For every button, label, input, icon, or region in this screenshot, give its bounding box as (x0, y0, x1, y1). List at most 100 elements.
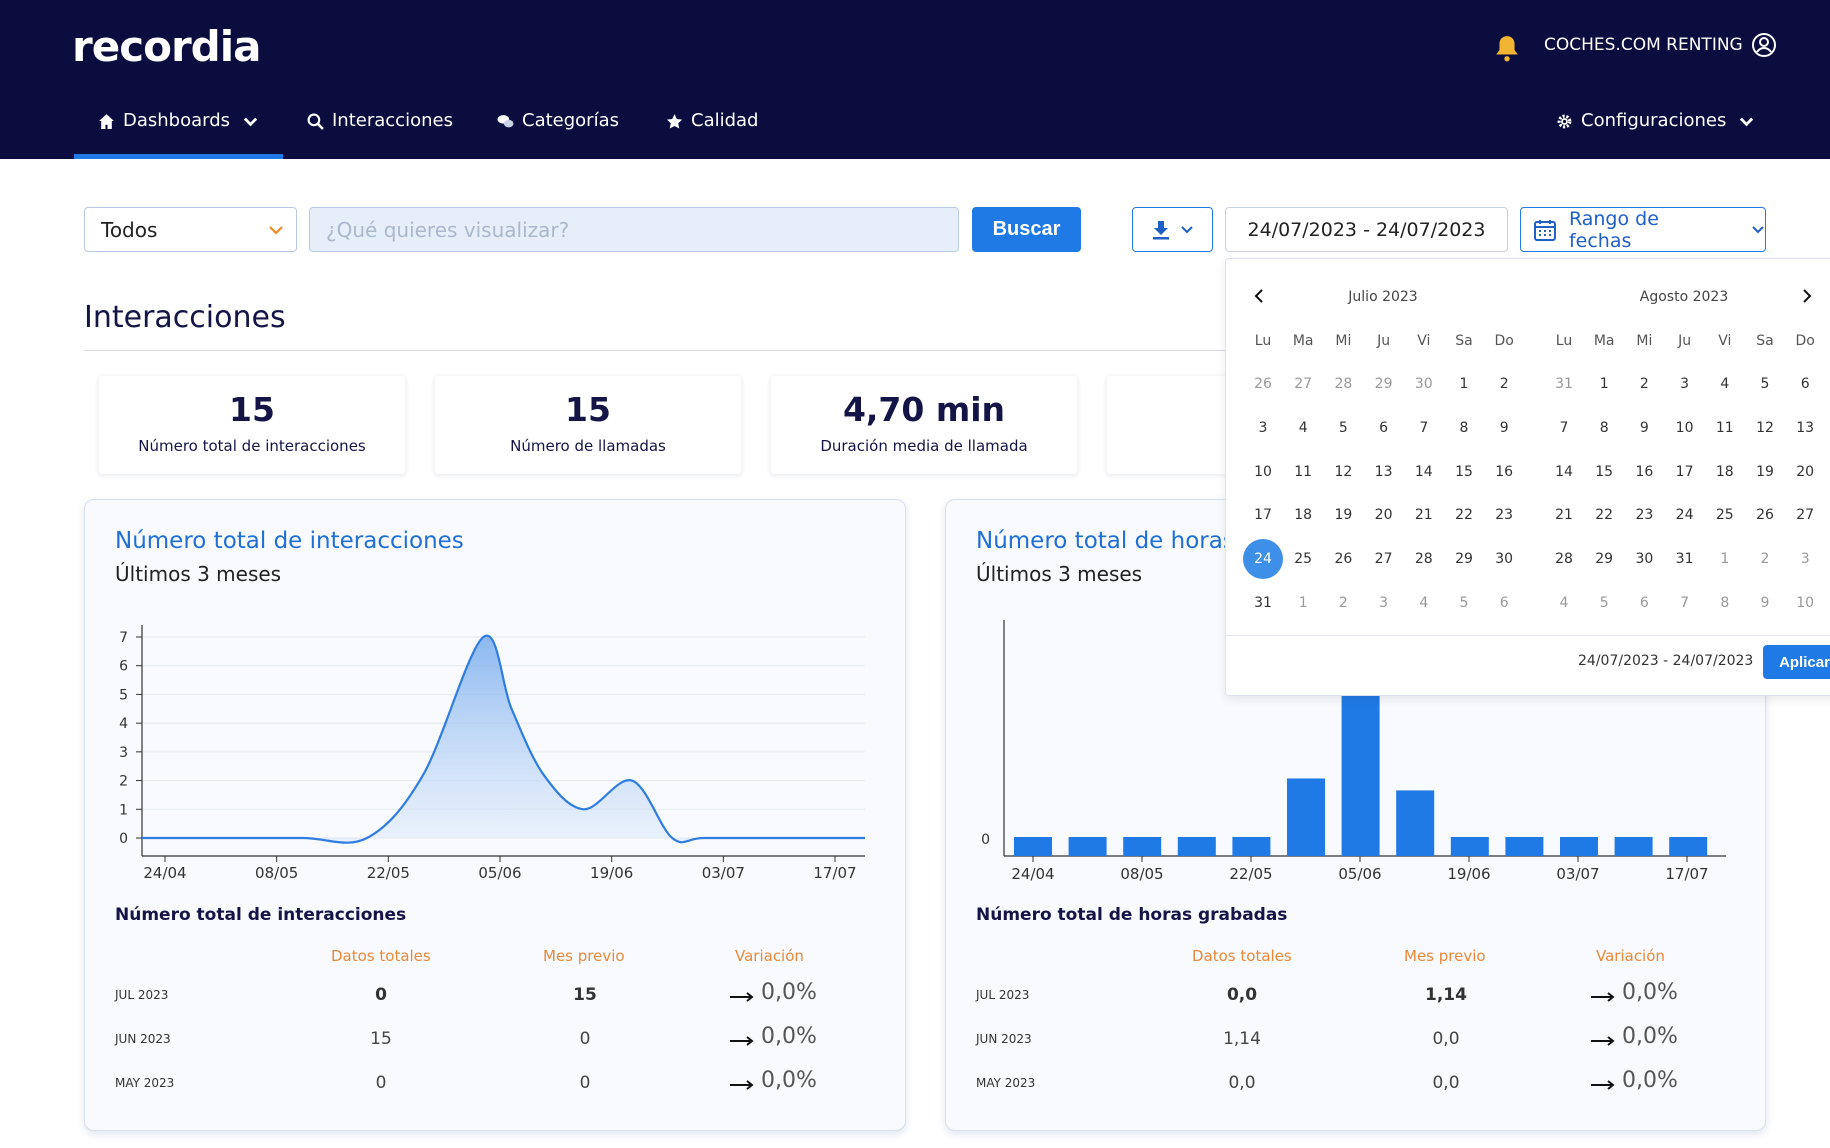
calendar-day[interactable]: 11 (1294, 463, 1313, 480)
calendar-day[interactable]: 1 (1459, 376, 1469, 392)
calendar-day[interactable]: 26 (1254, 376, 1272, 392)
calendar-day[interactable]: 8 (1599, 419, 1609, 436)
calendar-day[interactable]: 18 (1294, 507, 1313, 524)
date-range-field[interactable]: 24/07/2023 - 24/07/2023 (1225, 207, 1508, 252)
calendar-day[interactable]: 6 (1800, 376, 1810, 392)
calendar-day[interactable]: 25 (1294, 551, 1313, 568)
calendar-day[interactable]: 15 (1595, 463, 1614, 480)
calendar-day[interactable]: 30 (1414, 376, 1433, 392)
calendar-day[interactable]: 28 (1334, 376, 1353, 392)
calendar-day[interactable]: 3 (1680, 376, 1690, 392)
calendar-day[interactable]: 23 (1635, 507, 1654, 524)
calendar-day[interactable]: 1 (1599, 376, 1609, 392)
download-button[interactable] (1132, 207, 1213, 252)
calendar-day[interactable]: 27 (1294, 376, 1313, 392)
apply-button[interactable]: Aplicar (1763, 645, 1830, 679)
calendar-day[interactable]: 5 (1599, 595, 1609, 611)
logo[interactable]: recordia (72, 22, 261, 71)
calendar-day[interactable]: 8 (1459, 419, 1469, 436)
calendar-day[interactable]: 13 (1796, 419, 1815, 436)
calendar-day[interactable]: 29 (1374, 376, 1393, 392)
date-range-button[interactable]: Rango de fechas (1520, 207, 1766, 252)
calendar-day[interactable]: 28 (1414, 551, 1433, 568)
calendar-day[interactable]: 9 (1499, 419, 1509, 436)
calendar-day[interactable]: 5 (1760, 376, 1770, 392)
calendar-day[interactable]: 22 (1595, 507, 1614, 524)
calendar-day[interactable]: 6 (1379, 419, 1389, 436)
calendar-day[interactable]: 21 (1414, 507, 1433, 524)
account-menu[interactable]: COCHES.COM RENTING (1544, 32, 1777, 58)
calendar-day[interactable]: 22 (1455, 507, 1473, 524)
calendar-day[interactable]: 15 (1455, 463, 1473, 480)
calendar-day[interactable]: 13 (1374, 463, 1393, 480)
nav-interacciones[interactable]: Interacciones (307, 110, 453, 159)
calendar-day[interactable]: 4 (1559, 595, 1569, 611)
calendar-day[interactable]: 19 (1756, 463, 1774, 480)
calendar-day[interactable]: 3 (1258, 419, 1268, 436)
calendar-day[interactable]: 2 (1499, 376, 1509, 392)
calendar-day[interactable]: 20 (1796, 463, 1815, 480)
calendar-day[interactable]: 17 (1675, 463, 1694, 480)
calendar-day[interactable]: 9 (1760, 595, 1770, 611)
bell-icon[interactable] (1494, 34, 1520, 62)
calendar-day[interactable]: 11 (1715, 419, 1734, 436)
search-input[interactable] (310, 217, 958, 242)
calendar-day[interactable]: 24 (1675, 507, 1694, 524)
calendar-day[interactable]: 12 (1334, 463, 1353, 480)
calendar-day[interactable]: 25 (1715, 507, 1734, 524)
calendar-day[interactable]: 10 (1675, 419, 1694, 436)
calendar-day[interactable]: 31 (1555, 376, 1573, 392)
calendar-day[interactable]: 21 (1555, 507, 1573, 524)
calendar-day[interactable]: 31 (1675, 551, 1694, 568)
nav-dashboards[interactable]: Dashboards (73, 110, 284, 159)
calendar-day[interactable]: 1 (1720, 551, 1730, 568)
calendar-day[interactable]: 10 (1796, 595, 1815, 611)
calendar-day[interactable]: 7 (1680, 595, 1690, 611)
calendar-day[interactable]: 10 (1254, 463, 1272, 480)
calendar-day[interactable]: 14 (1555, 463, 1573, 480)
calendar-day[interactable]: 6 (1639, 595, 1649, 611)
calendar-day[interactable]: 4 (1419, 595, 1429, 611)
calendar-day[interactable]: 9 (1639, 419, 1649, 436)
calendar-day[interactable]: 2 (1639, 376, 1649, 392)
calendar-day[interactable]: 17 (1254, 507, 1272, 524)
calendar-day[interactable]: 27 (1374, 551, 1393, 568)
type-select[interactable]: Todos (84, 207, 297, 252)
chevron-right-icon[interactable] (1798, 287, 1816, 305)
calendar-day[interactable]: 7 (1559, 419, 1569, 436)
calendar-day[interactable]: 5 (1459, 595, 1469, 611)
calendar-day[interactable]: 30 (1495, 551, 1514, 568)
calendar-day[interactable]: 16 (1635, 463, 1654, 480)
calendar-day[interactable]: 3 (1379, 595, 1389, 611)
calendar-day[interactable]: 19 (1334, 507, 1353, 524)
calendar-day[interactable]: 24 (1243, 539, 1283, 580)
calendar-day[interactable]: 30 (1635, 551, 1654, 568)
calendar-day[interactable]: 12 (1756, 419, 1774, 436)
calendar-day[interactable]: 29 (1455, 551, 1473, 568)
calendar-day[interactable]: 3 (1800, 551, 1810, 568)
calendar-day[interactable]: 28 (1555, 551, 1573, 568)
calendar-day[interactable]: 26 (1756, 507, 1774, 524)
nav-configuraciones[interactable]: Configuraciones (1556, 110, 1755, 159)
calendar-day[interactable]: 1 (1298, 595, 1308, 611)
nav-calidad[interactable]: Calidad (666, 110, 758, 159)
nav-categorias[interactable]: Categorías (497, 110, 619, 159)
calendar-day[interactable]: 6 (1499, 595, 1509, 611)
calendar-day[interactable]: 5 (1338, 419, 1348, 436)
calendar-day[interactable]: 14 (1414, 463, 1433, 480)
calendar-day[interactable]: 27 (1796, 507, 1815, 524)
calendar-day[interactable]: 8 (1720, 595, 1730, 611)
calendar-day[interactable]: 20 (1374, 507, 1393, 524)
calendar-day[interactable]: 2 (1338, 595, 1348, 611)
calendar-day[interactable]: 16 (1495, 463, 1514, 480)
calendar-day[interactable]: 26 (1334, 551, 1353, 568)
calendar-day[interactable]: 31 (1254, 595, 1272, 611)
calendar-day[interactable]: 18 (1715, 463, 1734, 480)
calendar-day[interactable]: 4 (1720, 376, 1730, 392)
calendar-day[interactable]: 2 (1760, 551, 1770, 568)
calendar-day[interactable]: 23 (1495, 507, 1514, 524)
calendar-day[interactable]: 4 (1298, 419, 1308, 436)
calendar-day[interactable]: 7 (1419, 419, 1429, 436)
search-button[interactable]: Buscar (972, 207, 1081, 252)
calendar-day[interactable]: 29 (1595, 551, 1614, 568)
